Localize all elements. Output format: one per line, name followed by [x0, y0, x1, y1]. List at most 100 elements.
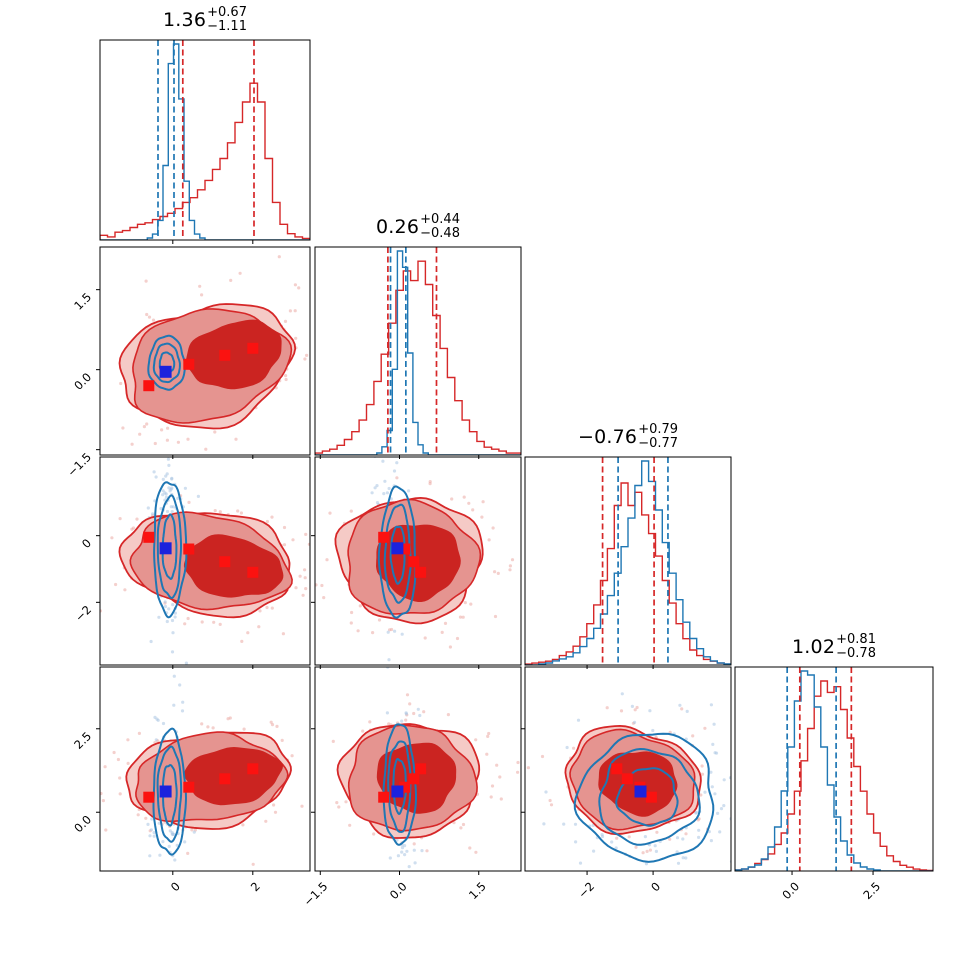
panel-border	[99, 39, 311, 241]
title-param-4-upper: +0.81	[836, 632, 876, 647]
title-param-1: 1.36 +0.67 −1.11	[163, 6, 247, 34]
title-param-2-upper: +0.44	[420, 212, 460, 227]
title-param-4-lower: −0.78	[836, 646, 876, 661]
x-tick-label: 2	[248, 879, 263, 894]
x-tick-label: 0.0	[779, 879, 802, 902]
panel-3-2: −2 0	[521, 666, 732, 901]
red-truth-marker	[183, 358, 195, 370]
panel-1-1	[314, 246, 522, 459]
x-tick-label: −1.5	[301, 879, 331, 909]
title-param-4-value: 1.02	[792, 636, 836, 658]
red-contour-inner	[183, 534, 284, 598]
y-tick-label: 0.0	[71, 812, 94, 835]
panel-1-0: −1.5 0.0 1.5	[64, 246, 311, 480]
histogram-blue	[735, 670, 933, 871]
panel-3-0: 0 2 0.0 2.5	[71, 666, 311, 894]
red-truth-marker	[378, 791, 390, 803]
panel-border	[734, 666, 934, 872]
red-truth-marker	[378, 531, 390, 543]
red-truth-marker	[219, 773, 231, 785]
blue-contour-level-2	[152, 342, 181, 384]
panel-border	[524, 666, 732, 872]
red-truth-marker	[645, 791, 657, 803]
x-tick-label: 0	[648, 879, 663, 894]
y-tick-label: 0.0	[71, 370, 94, 393]
panel-border	[314, 246, 522, 456]
histogram-blue	[315, 250, 521, 455]
red-truth-marker	[183, 781, 195, 793]
blue-contour-level-2	[598, 747, 701, 846]
panel-border	[314, 666, 522, 872]
red-truth-marker	[621, 773, 633, 785]
y-tick-label: −2	[72, 603, 94, 625]
red-truth-marker	[415, 566, 427, 578]
red-truth-marker	[143, 791, 155, 803]
x-tick-label: 1.5	[466, 879, 489, 902]
x-tick-label: 2.5	[860, 879, 883, 902]
histogram-blue	[525, 460, 731, 665]
histogram-red	[735, 680, 933, 871]
panel-0-0	[99, 39, 311, 244]
red-truth-marker	[399, 543, 411, 555]
blue-contour-level-2	[156, 745, 183, 843]
title-param-4: 1.02 +0.81 −0.78	[792, 633, 876, 661]
blue-contour-level-1	[147, 334, 187, 391]
histogram-red	[525, 482, 731, 665]
panel-border	[524, 456, 732, 666]
red-truth-marker	[219, 349, 231, 361]
title-param-1-value: 1.36	[163, 9, 207, 31]
red-truth-marker	[399, 781, 411, 793]
y-tick-label: 0	[79, 536, 94, 551]
red-contour-inner	[186, 319, 282, 390]
red-truth-marker	[415, 763, 427, 775]
y-tick-label: 2.5	[71, 729, 94, 752]
blue-contour-level-2	[383, 503, 412, 604]
title-param-1-lower: −1.11	[207, 19, 247, 34]
blue-truth-marker	[159, 365, 172, 378]
blue-contour-level-1	[377, 485, 417, 619]
blue-contour-level-3	[615, 767, 679, 827]
title-param-1-upper: +0.67	[207, 5, 247, 20]
red-truth-marker	[408, 556, 420, 568]
title-param-2: 0.26 +0.44 −0.48	[376, 213, 460, 241]
red-truth-marker	[143, 531, 155, 543]
red-truth-marker	[247, 342, 259, 354]
blue-truth-marker	[391, 542, 404, 555]
panel-2-0: −2 0	[72, 456, 311, 669]
red-truth-marker	[611, 763, 623, 775]
blue-contour-level-2	[387, 740, 412, 834]
title-param-3: −0.76 +0.79 −0.77	[578, 423, 678, 451]
histogram-blue	[100, 43, 310, 240]
x-tick-label: 0.0	[387, 879, 410, 902]
panel-2-1	[311, 456, 522, 669]
panel-3-3: 0.0 2.5	[734, 666, 934, 902]
red-truth-marker	[219, 556, 231, 568]
panel-border	[314, 456, 522, 666]
red-truth-marker	[143, 380, 155, 392]
panel-3-1: −1.5 0.0 1.5	[301, 666, 522, 909]
histogram-red	[100, 82, 310, 240]
blue-contour-level-1	[573, 732, 715, 863]
x-tick-label: −2	[575, 879, 597, 901]
panel-2-2	[524, 456, 732, 669]
red-truth-marker	[247, 566, 259, 578]
title-param-3-upper: +0.79	[638, 422, 679, 437]
blue-contour-level-1	[382, 723, 417, 846]
blue-truth-marker	[634, 785, 647, 798]
blue-contour-level-2	[156, 494, 182, 600]
panel-border	[99, 456, 311, 666]
blue-truth-marker	[159, 542, 172, 555]
blue-contour-level-3	[389, 525, 406, 585]
histogram-red	[315, 260, 521, 455]
y-tick-label: −1.5	[64, 450, 94, 480]
title-param-3-lower: −0.77	[638, 436, 679, 451]
panel-border	[99, 246, 311, 456]
title-param-3-value: −0.76	[577, 426, 638, 448]
red-contour-inner	[184, 747, 283, 806]
red-truth-marker	[183, 543, 195, 555]
red-truth-marker	[247, 763, 259, 775]
title-param-2-value: 0.26	[376, 216, 420, 238]
red-truth-marker	[408, 773, 420, 785]
